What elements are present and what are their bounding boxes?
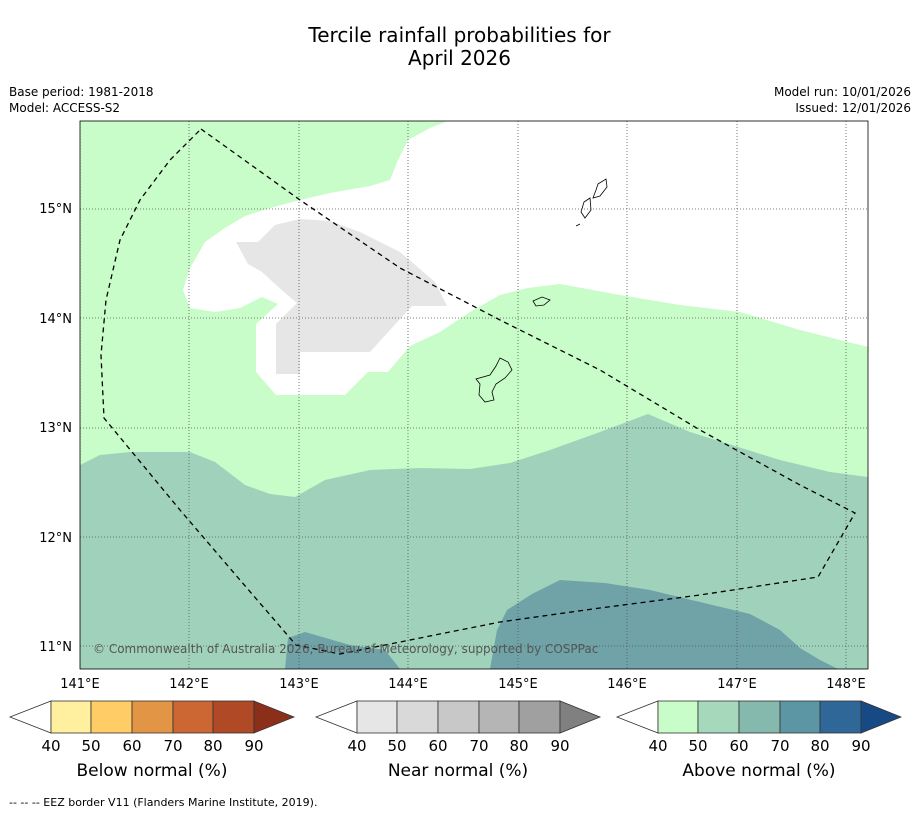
colorbar-below-normal [8, 700, 296, 734]
lon-gridlines [80, 121, 847, 669]
lon-label-141e: 141°E [60, 677, 100, 692]
guam-island [475, 357, 513, 403]
colorbar-near-tick-50: 50 [387, 737, 406, 755]
colorbar-near-tick-70: 70 [469, 737, 488, 755]
colorbar-above-tick-60: 60 [729, 737, 748, 755]
lon-label-148e: 148°E [826, 677, 866, 692]
copyright-notice: © Commonwealth of Australia 2026, Bureau… [93, 642, 598, 656]
lon-label-145e: 145°E [498, 677, 538, 692]
base-period: Base period: 1981-2018 [9, 85, 154, 99]
colorbar-near-label: Near normal (%) [387, 761, 529, 781]
map-area [80, 121, 868, 669]
lat-label-11n: 11°N [39, 640, 72, 655]
model-run: Model run: 10/01/2026 [773, 85, 911, 99]
lat-label-12n: 12°N [39, 531, 72, 546]
colorbar-below-swatch-40 [50, 700, 92, 734]
colorbar-above-tick-70: 70 [770, 737, 789, 755]
colorbar-near-swatch-60 [437, 700, 480, 734]
lon-label-142e: 142°E [169, 677, 209, 692]
colorbar-near-swatch-40 [356, 700, 398, 734]
eez-footnote: -- -- -- EEZ border V11 (Flanders Marine… [9, 796, 318, 809]
colorbar-near-swatch-70 [478, 700, 520, 734]
colorbar-near-swatch-50 [396, 700, 439, 734]
colorbar-above-tick-80: 80 [810, 737, 829, 755]
colorbar-above-label: Above normal (%) [682, 761, 836, 781]
colorbar-near-normal [314, 700, 602, 734]
colorbar-near-tick-60: 60 [428, 737, 447, 755]
colorbar-above-swatch-40 [657, 700, 699, 734]
near-normal-40-region [236, 219, 447, 374]
colorbar-near-upper-arrow [559, 700, 602, 734]
lat-label-13n: 13°N [39, 421, 72, 436]
colorbar-below-tick-50: 50 [81, 737, 100, 755]
colorbar-above-swatch-80 [819, 700, 862, 734]
colorbar-below-tick-90: 90 [244, 737, 263, 755]
colorbar-below-tick-80: 80 [203, 737, 222, 755]
colorbar-below-label: Below normal (%) [76, 761, 228, 781]
lon-label-146e: 146°E [607, 677, 647, 692]
colorbar-above-tick-40: 40 [648, 737, 667, 755]
aguijan-island [575, 223, 581, 227]
colorbar-above-upper-arrow [860, 700, 903, 734]
lon-label-144e: 144°E [388, 677, 428, 692]
model-name: Model: ACCESS-S2 [9, 101, 121, 115]
colorbar-below-upper-arrow [253, 700, 296, 734]
colorbar-above-swatch-70 [779, 700, 821, 734]
colorbar-near-tick-80: 80 [509, 737, 528, 755]
colorbar-above-tick-90: 90 [851, 737, 870, 755]
saipan-island [592, 178, 608, 199]
colorbar-near-swatch-80 [518, 700, 561, 734]
colorbar-below-swatch-80 [212, 700, 255, 734]
colorbar-near-lower-arrow [314, 700, 358, 734]
colorbar-below-tick-40: 40 [41, 737, 60, 755]
colorbar-below-tick-60: 60 [122, 737, 141, 755]
tinian-island [580, 197, 592, 219]
lon-label-143e: 143°E [279, 677, 319, 692]
colorbar-near-tick-90: 90 [550, 737, 569, 755]
issued-date: Issued: 12/01/2026 [795, 101, 911, 115]
lat-label-14n: 14°N [39, 312, 72, 327]
colorbar-below-swatch-70 [172, 700, 214, 734]
colorbar-below-swatch-50 [90, 700, 133, 734]
lon-label-147e: 147°E [717, 677, 757, 692]
colorbar-above-tick-50: 50 [688, 737, 707, 755]
colorbar-below-swatch-60 [131, 700, 174, 734]
above-normal-60-region-west [285, 632, 400, 669]
colorbar-above-lower-arrow [615, 700, 659, 734]
rota-island [532, 296, 551, 307]
colorbar-above-swatch-50 [697, 700, 740, 734]
colorbar-above-normal [615, 700, 903, 734]
above-normal-60-region [490, 580, 838, 669]
colorbar-above-swatch-60 [738, 700, 781, 734]
lat-gridlines [80, 208, 868, 647]
map-title-line1: Tercile rainfall probabilities for [308, 23, 611, 47]
map-title-line2: April 2026 [408, 46, 511, 70]
lat-label-15n: 15°N [39, 202, 72, 217]
colorbar-near-tick-40: 40 [347, 737, 366, 755]
colorbar-below-lower-arrow [8, 700, 52, 734]
map-frame [79, 120, 869, 670]
colorbar-below-tick-70: 70 [163, 737, 182, 755]
